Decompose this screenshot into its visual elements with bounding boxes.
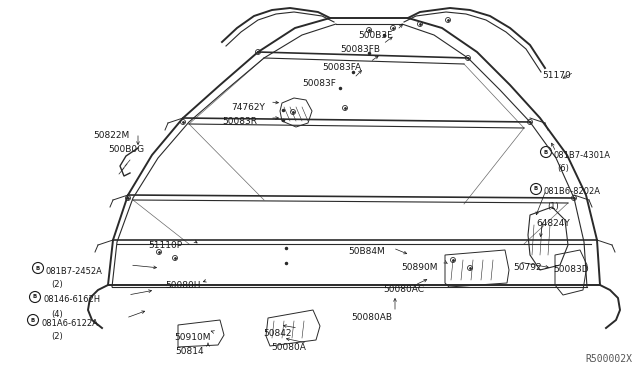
- Text: 64824Y: 64824Y: [536, 218, 570, 228]
- Text: 74762Y: 74762Y: [231, 103, 265, 112]
- Text: B: B: [36, 266, 40, 270]
- Text: 51110P: 51110P: [148, 241, 182, 250]
- Text: 50080H: 50080H: [165, 280, 200, 289]
- Text: 500B0G: 500B0G: [108, 145, 144, 154]
- Text: (1): (1): [547, 202, 559, 211]
- Text: 500B3F: 500B3F: [358, 31, 392, 39]
- Text: 50080AC: 50080AC: [383, 285, 424, 295]
- Text: 081A6-6122A: 081A6-6122A: [41, 318, 98, 327]
- Text: 081B7-2452A: 081B7-2452A: [46, 266, 103, 276]
- Text: 50083F: 50083F: [302, 80, 336, 89]
- Text: 081B7-4301A: 081B7-4301A: [554, 151, 611, 160]
- Text: B: B: [544, 150, 548, 154]
- Text: (2): (2): [51, 333, 63, 341]
- Text: 50083FB: 50083FB: [340, 45, 380, 54]
- Text: 081B6-8202A: 081B6-8202A: [544, 187, 601, 196]
- Text: 50083D: 50083D: [553, 264, 589, 273]
- Text: (4): (4): [51, 310, 63, 318]
- Text: 50083FA: 50083FA: [322, 62, 361, 71]
- Text: 50890M: 50890M: [401, 263, 438, 272]
- Text: 08146-6162H: 08146-6162H: [43, 295, 100, 305]
- Text: B: B: [33, 295, 37, 299]
- Text: B: B: [31, 317, 35, 323]
- Text: B: B: [534, 186, 538, 192]
- Text: 50080AB: 50080AB: [351, 312, 392, 321]
- Text: 50083R: 50083R: [222, 118, 257, 126]
- Text: (2): (2): [51, 280, 63, 289]
- Text: 50080A: 50080A: [271, 343, 306, 353]
- Text: 51170: 51170: [542, 71, 571, 80]
- Text: 50822M: 50822M: [93, 131, 129, 140]
- Text: R500002X: R500002X: [585, 354, 632, 364]
- Text: 50B84M: 50B84M: [348, 247, 385, 256]
- Text: 50814: 50814: [175, 346, 204, 356]
- Text: (6): (6): [557, 164, 569, 173]
- Text: 50792: 50792: [513, 263, 541, 272]
- Text: 50910M: 50910M: [174, 333, 211, 341]
- Text: 50842: 50842: [263, 328, 291, 337]
